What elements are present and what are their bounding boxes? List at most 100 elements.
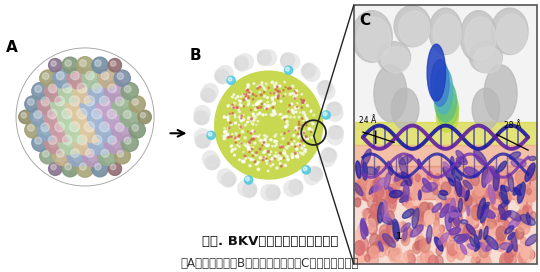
Circle shape [281, 52, 295, 66]
Ellipse shape [456, 208, 462, 217]
Circle shape [484, 222, 495, 237]
Circle shape [123, 110, 131, 118]
Circle shape [233, 89, 305, 161]
Circle shape [288, 130, 289, 132]
Circle shape [456, 174, 465, 186]
Circle shape [426, 237, 431, 245]
Circle shape [249, 151, 250, 153]
Circle shape [240, 118, 242, 121]
Circle shape [490, 223, 496, 232]
Circle shape [518, 252, 527, 264]
Circle shape [522, 199, 527, 206]
Circle shape [62, 161, 78, 177]
Circle shape [479, 195, 486, 205]
Circle shape [481, 217, 485, 224]
Circle shape [234, 114, 235, 116]
Circle shape [236, 107, 238, 108]
Circle shape [404, 227, 411, 236]
Circle shape [88, 79, 112, 103]
Circle shape [306, 138, 308, 140]
Circle shape [96, 118, 119, 142]
Circle shape [491, 172, 496, 179]
Circle shape [37, 119, 58, 141]
Circle shape [249, 91, 252, 93]
Circle shape [514, 169, 524, 183]
Ellipse shape [508, 211, 521, 221]
Circle shape [446, 245, 455, 257]
Circle shape [202, 89, 216, 103]
Circle shape [252, 147, 253, 148]
Circle shape [202, 83, 219, 100]
Circle shape [355, 171, 360, 180]
Circle shape [522, 251, 528, 259]
Circle shape [227, 104, 229, 107]
Circle shape [461, 173, 470, 187]
Circle shape [357, 173, 367, 187]
Ellipse shape [450, 157, 454, 170]
Circle shape [395, 222, 402, 233]
Circle shape [239, 124, 240, 126]
Circle shape [508, 217, 512, 223]
Circle shape [440, 225, 444, 232]
Circle shape [245, 98, 247, 100]
Circle shape [485, 247, 491, 255]
Circle shape [288, 110, 289, 112]
Circle shape [518, 252, 526, 264]
Ellipse shape [434, 237, 443, 251]
Circle shape [299, 112, 301, 113]
Circle shape [261, 143, 262, 144]
Ellipse shape [400, 196, 408, 202]
Circle shape [488, 216, 495, 227]
Ellipse shape [388, 187, 395, 194]
Circle shape [65, 60, 71, 66]
Circle shape [253, 105, 254, 106]
Circle shape [517, 221, 525, 231]
Circle shape [280, 54, 294, 69]
Circle shape [440, 176, 447, 186]
Circle shape [254, 108, 257, 110]
Circle shape [194, 129, 211, 145]
Circle shape [301, 126, 303, 128]
Circle shape [259, 86, 261, 88]
Circle shape [25, 96, 41, 112]
Circle shape [19, 110, 32, 124]
Circle shape [112, 119, 133, 141]
Circle shape [245, 101, 293, 149]
Circle shape [328, 125, 342, 140]
Circle shape [252, 155, 253, 156]
Circle shape [261, 103, 262, 105]
Circle shape [62, 109, 72, 119]
Circle shape [242, 118, 245, 121]
Circle shape [242, 94, 245, 96]
Circle shape [393, 178, 401, 189]
Circle shape [310, 110, 312, 111]
Circle shape [390, 194, 396, 203]
Circle shape [234, 148, 236, 150]
Ellipse shape [401, 181, 408, 186]
Ellipse shape [525, 163, 535, 181]
Circle shape [278, 154, 279, 156]
Circle shape [464, 243, 473, 256]
Circle shape [218, 74, 320, 176]
Circle shape [215, 71, 322, 179]
Circle shape [117, 73, 124, 79]
Circle shape [207, 131, 215, 139]
Ellipse shape [402, 172, 411, 186]
Circle shape [266, 145, 268, 146]
Circle shape [491, 208, 495, 214]
Circle shape [376, 199, 387, 214]
Circle shape [394, 173, 403, 186]
Circle shape [245, 145, 247, 147]
Circle shape [247, 117, 250, 119]
Circle shape [283, 152, 284, 153]
Circle shape [465, 176, 471, 184]
Ellipse shape [466, 224, 476, 235]
Circle shape [303, 100, 306, 103]
Circle shape [305, 136, 307, 138]
Circle shape [264, 140, 266, 142]
Circle shape [305, 122, 306, 123]
Circle shape [37, 93, 58, 115]
Circle shape [440, 200, 450, 213]
Circle shape [308, 167, 322, 181]
Circle shape [244, 155, 246, 157]
